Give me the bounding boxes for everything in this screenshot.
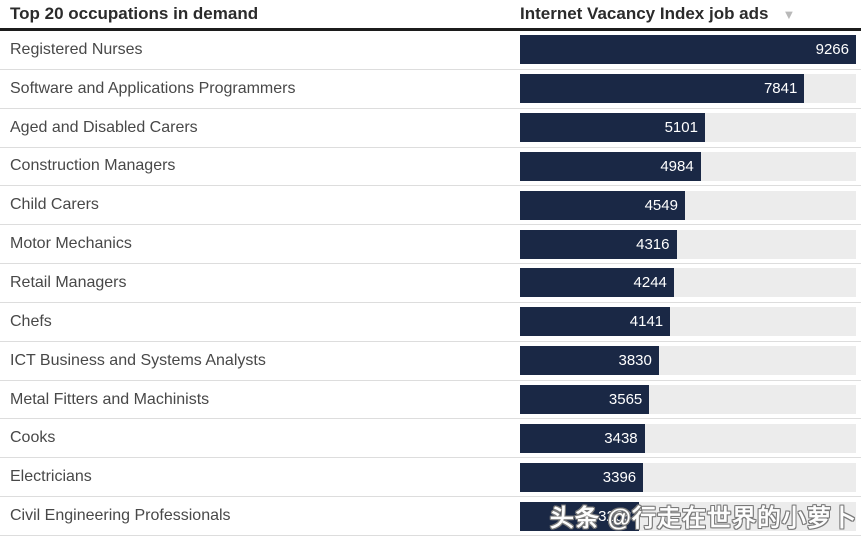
table-row: ICT Business and Systems Analysts 3830: [0, 342, 861, 381]
bar-track: 4984: [520, 151, 856, 181]
bar-track: 3396: [520, 462, 856, 492]
column-header-job-ads-label: Internet Vacancy Index job ads: [520, 4, 769, 23]
bar-track: 4316: [520, 229, 856, 259]
job-ads-bar[interactable]: 4141: [520, 307, 671, 337]
bar-value-label: 4549: [644, 196, 678, 214]
table-row: Child Carers 4549: [0, 186, 861, 226]
bar-value-label: 3565: [608, 391, 643, 409]
occupation-label: Electricians: [10, 468, 92, 486]
column-header-job-ads: Internet Vacancy Index job ads ▼: [520, 4, 861, 24]
bar-value-label: 3438: [604, 429, 638, 447]
bar-value-label: 7841: [763, 80, 798, 98]
bar-track: 4244: [520, 268, 856, 298]
bar-value-label: 4316: [636, 235, 670, 253]
job-ads-bar[interactable]: 4984: [520, 151, 701, 181]
job-ads-bar[interactable]: 4316: [520, 229, 677, 259]
job-ads-bar[interactable]: 3268: [520, 501, 639, 531]
occupation-label: Software and Applications Programmers: [10, 79, 296, 97]
table-row: Construction Managers 4984: [0, 148, 861, 187]
job-ads-bar[interactable]: 3830: [520, 346, 659, 376]
table-row: Registered Nurses 9266: [0, 31, 861, 70]
bar-value-label: 4984: [660, 157, 694, 175]
table-row: Cooks 3438: [0, 419, 861, 459]
table-row: Motor Mechanics 4316: [0, 225, 861, 265]
occupation-label: Retail Managers: [10, 273, 127, 291]
table-row: Electricians 3396: [0, 458, 861, 498]
bar-track: 3565: [520, 385, 856, 415]
bar-track: 9266: [520, 35, 856, 65]
bar-track: 4549: [520, 190, 856, 220]
bar-value-label: 4244: [633, 274, 667, 292]
occupation-label: Civil Engineering Professionals: [10, 507, 231, 525]
table-row: Retail Managers 4244: [0, 264, 861, 303]
sort-descending-icon[interactable]: ▼: [782, 6, 796, 22]
job-ads-bar[interactable]: 5101: [520, 113, 705, 143]
job-ads-bar[interactable]: 7841: [520, 74, 805, 104]
job-ads-bar[interactable]: 3565: [520, 385, 650, 415]
occupation-label: Construction Managers: [10, 157, 176, 175]
table-body: Registered Nurses 9266 Software and Appl…: [0, 31, 861, 536]
bar-track: 3268: [520, 501, 856, 531]
bar-value-label: 3830: [618, 352, 652, 370]
job-ads-bar[interactable]: 3396: [520, 462, 644, 492]
occupation-label: Registered Nurses: [10, 40, 143, 58]
bar-value-label: 3396: [602, 468, 637, 486]
table-row: Software and Applications Programmers 78…: [0, 70, 861, 109]
occupation-label: Child Carers: [10, 196, 99, 214]
bar-track: 3830: [520, 346, 856, 376]
bar-track: 7841: [520, 74, 856, 104]
occupation-label: Cooks: [10, 429, 56, 447]
bar-track: 5101: [520, 113, 856, 143]
bar-track: 3438: [520, 423, 856, 453]
bar-value-label: 3268: [598, 507, 632, 525]
bar-value-label: 4141: [629, 313, 664, 331]
bar-track: 4141: [520, 307, 856, 337]
occupation-label: Motor Mechanics: [10, 235, 132, 253]
job-ads-bar[interactable]: 3438: [520, 423, 645, 453]
table-row: Chefs 4141: [0, 303, 861, 342]
occupation-label: Chefs: [10, 312, 52, 330]
job-ads-bar[interactable]: 4549: [520, 190, 685, 220]
table-row: Civil Engineering Professionals 3268: [0, 497, 861, 536]
bar-value-label: 9266: [815, 41, 849, 59]
table-header-row: Top 20 occupations in demand Internet Va…: [0, 0, 861, 31]
occupation-label: Metal Fitters and Machinists: [10, 390, 210, 408]
occupation-label: Aged and Disabled Carers: [10, 118, 198, 136]
table-row: Aged and Disabled Carers 5101: [0, 109, 861, 148]
bar-value-label: 5101: [664, 119, 698, 137]
occupation-label: ICT Business and Systems Analysts: [10, 351, 266, 369]
column-header-occupations: Top 20 occupations in demand: [10, 4, 259, 23]
job-ads-bar[interactable]: 4244: [520, 268, 674, 298]
job-ads-bar[interactable]: 9266: [520, 35, 856, 65]
table-row: Metal Fitters and Machinists 3565: [0, 381, 861, 420]
